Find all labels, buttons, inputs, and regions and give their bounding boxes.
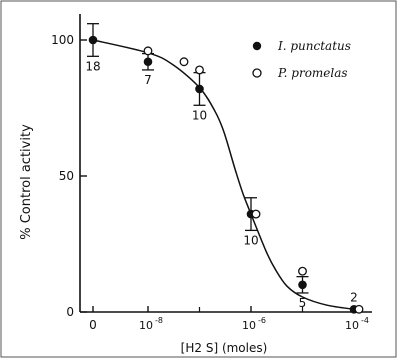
axes — [79, 14, 372, 313]
legend-label-i-punctatus: I. punctatus — [277, 39, 351, 53]
x-axis-label: [H2 S] (moles) — [181, 341, 268, 355]
data-point-p-promelas — [354, 304, 364, 314]
legend-label-p-promelas: P. promelas — [277, 66, 348, 80]
sample-size-label: 7 — [144, 73, 152, 87]
sample-size-labels: 18 7 10 10 5 2 — [85, 59, 357, 310]
legend-marker-p-promelas — [252, 68, 262, 78]
y-tick-label: 100 — [51, 33, 74, 47]
x-tick-label: 10 — [242, 319, 256, 332]
y-axis-label: % Control activity — [19, 124, 34, 240]
x-tick-label: 10 — [139, 319, 153, 332]
data-point-p-promelas — [195, 65, 204, 75]
y-tick-label: 50 — [59, 169, 74, 183]
data-point-p-promelas — [298, 266, 307, 276]
x-tick-exponent: -4 — [361, 316, 369, 325]
sample-size-label: 10 — [192, 108, 207, 122]
y-tick-label: 0 — [66, 305, 74, 319]
series-p-promelas — [143, 46, 364, 314]
x-tick-exponent: -6 — [258, 316, 266, 325]
error-bars — [87, 23, 309, 294]
x-tick-label: 0 — [89, 318, 97, 332]
data-point-i-punctatus — [195, 84, 204, 94]
y-ticks: 0 50 100 — [51, 33, 87, 319]
fit-curve — [92, 39, 355, 311]
data-point-p-promelas — [179, 57, 189, 67]
x-ticks: 0 10 -8 10 -6 10 -4 — [89, 306, 369, 332]
data-point-i-punctatus — [298, 280, 307, 290]
x-tick-exponent: -8 — [155, 316, 163, 325]
sample-size-label: 18 — [85, 59, 100, 73]
data-point-p-promelas — [143, 46, 153, 56]
sample-size-label: 2 — [350, 290, 358, 304]
data-point-p-promelas — [251, 209, 261, 219]
legend: I. punctatus P. promelas — [252, 39, 351, 80]
sample-size-label: 10 — [243, 233, 258, 247]
data-point-i-punctatus — [88, 35, 98, 45]
legend-marker-i-punctatus — [252, 41, 262, 51]
x-tick-label: 10 — [345, 319, 359, 332]
data-point-i-punctatus — [143, 57, 153, 67]
sample-size-label: 5 — [299, 296, 307, 310]
